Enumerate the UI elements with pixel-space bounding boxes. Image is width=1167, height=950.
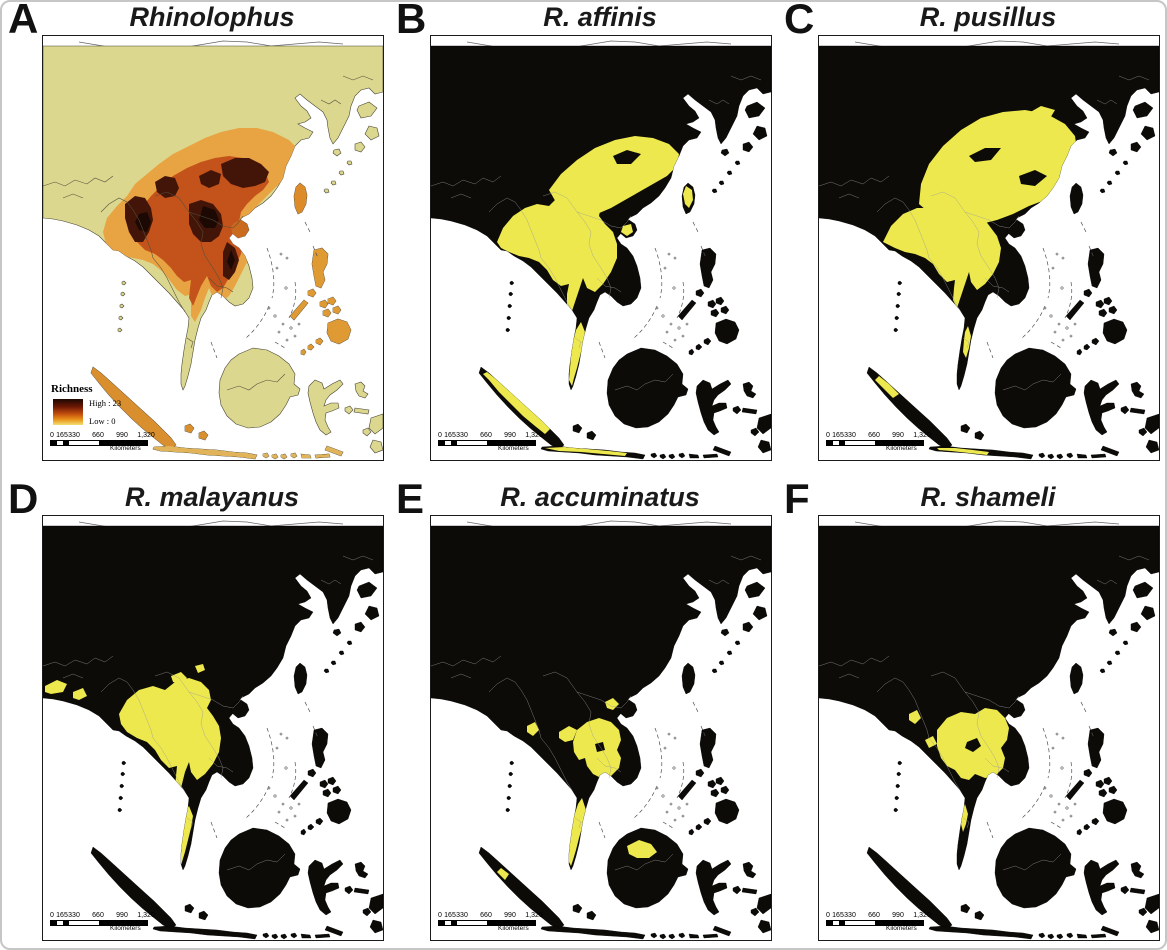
scalebar-tick: 1,320 <box>137 912 155 919</box>
scalebar-tick: 990 <box>116 432 128 439</box>
panel-title: R. shameli <box>920 482 1056 512</box>
legend-title: Richness <box>51 383 93 395</box>
map-frame: 0 165 330 660 990 1,320 Kilometers <box>818 515 1160 941</box>
scalebar-unit: Kilometers <box>110 925 141 932</box>
scalebar-tick: 1,320 <box>913 432 931 439</box>
scalebar-tick: 0 <box>826 432 830 439</box>
scalebar-tick: 1,320 <box>525 432 543 439</box>
panel-letter: A <box>8 0 39 42</box>
map-frame: 0 165 330 660 990 1,320 Kilometers <box>818 35 1160 461</box>
scalebar: 0 165 330 660 990 1,320 Kilometers <box>824 431 944 455</box>
scalebar-bar <box>826 920 924 926</box>
scalebar-tick: 990 <box>116 912 128 919</box>
scalebar-tick: 165 <box>56 912 68 919</box>
scalebar-tick: 0 <box>826 912 830 919</box>
scalebar: 0 165 330 660 990 1,320 Kilometers <box>48 431 168 455</box>
panel-letter: C <box>784 0 815 42</box>
map-panel: A Rhinolophus Richness High : 23 Low : 0 <box>8 0 384 461</box>
panel-letter: E <box>396 475 425 522</box>
scalebar-ticks: 0 165 330 660 990 1,320 <box>824 431 944 440</box>
map-panel: E R. accuminatus 0 165 330 660 990 <box>396 478 772 941</box>
map-panel: C R. pusillus 0 165 330 660 990 <box>784 0 1160 461</box>
scalebar-tick: 990 <box>504 432 516 439</box>
scalebar-tick: 1,320 <box>913 912 931 919</box>
scalebar-ticks: 0 165 330 660 990 1,320 <box>436 911 556 920</box>
panel-title: R. pusillus <box>919 2 1057 32</box>
scalebar-tick: 990 <box>892 912 904 919</box>
map-panel: F R. shameli 0 165 330 660 990 <box>784 478 1160 941</box>
scalebar-tick: 1,320 <box>525 912 543 919</box>
map-frame: Richness High : 23 Low : 0 0 165 330 660… <box>42 35 384 461</box>
scalebar-tick: 660 <box>480 912 492 919</box>
panel-title: R. malayanus <box>124 482 300 512</box>
scalebar-ticks: 0 165 330 660 990 1,320 <box>436 431 556 440</box>
scalebar-tick: 330 <box>68 432 80 439</box>
scalebar-tick: 165 <box>444 432 456 439</box>
map-svg <box>431 36 771 460</box>
panel-title: R. affinis <box>543 2 657 32</box>
scalebar-tick: 330 <box>68 912 80 919</box>
panel-title: Rhinolophus <box>129 2 295 32</box>
panel-title: R. accuminatus <box>500 482 700 512</box>
map-panel: B R. affinis 0 165 330 660 990 <box>396 0 772 461</box>
scalebar-bar <box>826 440 924 446</box>
scalebar-unit: Kilometers <box>886 925 917 932</box>
map-frame: 0 165 330 660 990 1,320 Kilometers <box>42 515 384 941</box>
scalebar-tick: 165 <box>832 912 844 919</box>
scalebar-unit: Kilometers <box>886 445 917 452</box>
scalebar-unit: Kilometers <box>110 445 141 452</box>
legend-low-label: Low : 0 <box>89 416 116 426</box>
legend-high-label: High : 23 <box>89 398 122 408</box>
scalebar-bar <box>438 440 536 446</box>
map-svg <box>43 516 383 940</box>
scalebar-tick: 660 <box>92 432 104 439</box>
map-frame: 0 165 330 660 990 1,320 Kilometers <box>430 35 772 461</box>
map-svg <box>43 36 383 460</box>
scalebar-bar <box>50 440 148 446</box>
scalebar-ticks: 0 165 330 660 990 1,320 <box>824 911 944 920</box>
map-svg <box>819 516 1159 940</box>
map-svg <box>431 516 771 940</box>
scalebar-tick: 660 <box>92 912 104 919</box>
scalebar-bar <box>50 920 148 926</box>
scalebar: 0 165 330 660 990 1,320 Kilometers <box>824 911 944 935</box>
scalebar-tick: 330 <box>844 432 856 439</box>
scalebar-tick: 165 <box>444 912 456 919</box>
scalebar-unit: Kilometers <box>498 925 529 932</box>
scalebar-tick: 990 <box>504 912 516 919</box>
map-svg <box>819 36 1159 460</box>
scalebar-tick: 660 <box>480 432 492 439</box>
scalebar-tick: 330 <box>456 912 468 919</box>
scalebar-tick: 0 <box>438 912 442 919</box>
scalebar: 0 165 330 660 990 1,320 Kilometers <box>48 911 168 935</box>
scalebar-ticks: 0 165 330 660 990 1,320 <box>48 911 168 920</box>
panel-letter: D <box>8 475 39 522</box>
scalebar-unit: Kilometers <box>498 445 529 452</box>
map-frame: 0 165 330 660 990 1,320 Kilometers <box>430 515 772 941</box>
scalebar-tick: 330 <box>844 912 856 919</box>
scalebar-tick: 0 <box>50 432 54 439</box>
richness-legend: Richness High : 23 Low : 0 <box>51 383 161 426</box>
scalebar-tick: 1,320 <box>137 432 155 439</box>
legend-gradient-ramp <box>53 399 83 425</box>
map-panel: D R. malayanus 0 165 330 660 990 <box>8 478 384 941</box>
scalebar-tick: 330 <box>456 432 468 439</box>
scalebar-tick: 165 <box>56 432 68 439</box>
scalebar-tick: 0 <box>438 432 442 439</box>
scalebar-tick: 660 <box>868 912 880 919</box>
panel-letter: F <box>784 475 810 522</box>
panel-letter: B <box>396 0 427 42</box>
scalebar-ticks: 0 165 330 660 990 1,320 <box>48 431 168 440</box>
scalebar-bar <box>438 920 536 926</box>
scalebar-tick: 990 <box>892 432 904 439</box>
scalebar: 0 165 330 660 990 1,320 Kilometers <box>436 911 556 935</box>
scalebar-tick: 0 <box>50 912 54 919</box>
scalebar: 0 165 330 660 990 1,320 Kilometers <box>436 431 556 455</box>
scalebar-tick: 660 <box>868 432 880 439</box>
scalebar-tick: 165 <box>832 432 844 439</box>
